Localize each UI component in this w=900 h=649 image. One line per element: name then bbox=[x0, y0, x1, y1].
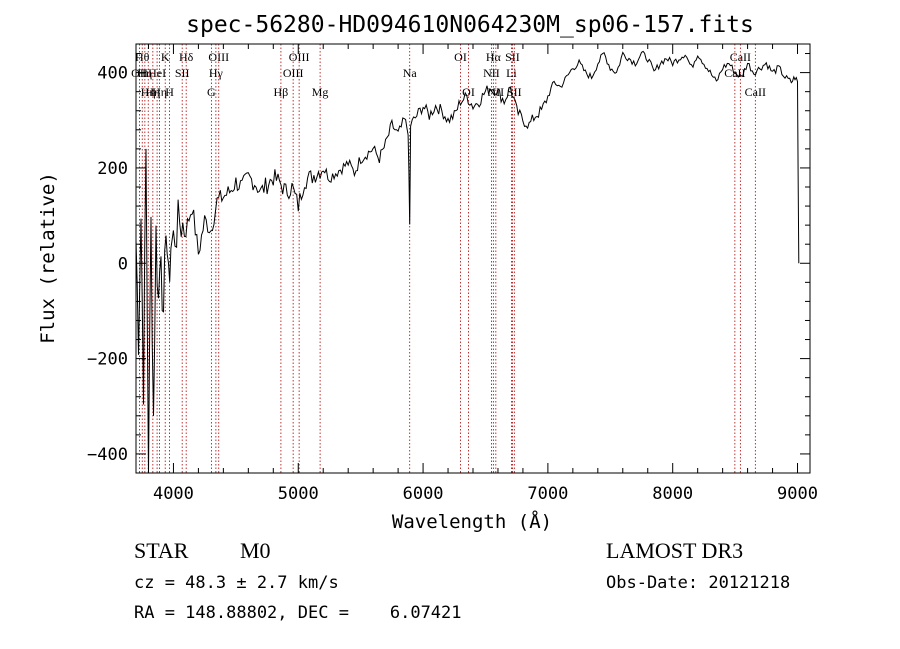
line-label-23: NII bbox=[488, 85, 505, 99]
x-tick-label: 6000 bbox=[403, 484, 444, 504]
emission-line-markers bbox=[139, 44, 756, 473]
y-axis-ticks: −400 −200 0 200 400 bbox=[87, 53, 810, 465]
spectrum-line bbox=[135, 50, 800, 474]
line-label-5: HeI bbox=[148, 66, 166, 80]
line-label-10: Hδ bbox=[179, 50, 194, 64]
line-label-25: SII bbox=[505, 50, 520, 64]
y-tick-label: −200 bbox=[87, 350, 128, 370]
line-label-24: Li bbox=[506, 66, 517, 80]
line-label-19: OI bbox=[454, 50, 467, 64]
object-class: STAR bbox=[134, 538, 189, 563]
line-label-3: Hη bbox=[141, 85, 156, 99]
line-label-8: H bbox=[165, 85, 174, 99]
line-label-21: NII bbox=[483, 66, 500, 80]
line-label-14: Hβ bbox=[274, 85, 289, 99]
y-tick-label: 400 bbox=[97, 64, 128, 84]
line-label-6: Hη bbox=[152, 85, 167, 99]
x-axis-label: Wavelength (Å) bbox=[392, 510, 552, 533]
x-tick-label: 9000 bbox=[777, 484, 818, 504]
survey-name: LAMOST DR3 bbox=[606, 538, 744, 563]
line-label-22: Hα bbox=[486, 50, 502, 64]
line-label-4: Hη bbox=[145, 85, 160, 99]
x-tick-label: 7000 bbox=[527, 484, 568, 504]
object-subclass: M0 bbox=[240, 538, 271, 563]
line-label-13: OIII bbox=[208, 50, 229, 64]
y-axis-label: Flux (relative) bbox=[37, 172, 59, 344]
x-tick-label: 8000 bbox=[652, 484, 693, 504]
x-axis-ticks: 4000 5000 6000 7000 8000 9000 bbox=[147, 44, 818, 504]
line-label-16: OIII bbox=[289, 50, 310, 64]
line-label-28: CaII bbox=[730, 50, 751, 64]
line-label-1: Hθ bbox=[135, 50, 150, 64]
line-label-20: OI bbox=[462, 85, 475, 99]
x-tick-label: 4000 bbox=[153, 484, 194, 504]
x-tick-label: 5000 bbox=[278, 484, 319, 504]
line-label-15: OIII bbox=[283, 66, 304, 80]
line-label-18: Na bbox=[403, 66, 418, 80]
emission-line-labels: OIIHθHηHηHηHeIHηKHSIIHδGHγOIIIHβOIIIOIII… bbox=[131, 50, 766, 99]
line-label-17: Mg bbox=[312, 85, 329, 99]
line-label-9: SII bbox=[175, 66, 190, 80]
redshift-value: cz = 48.3 ± 2.7 km/s bbox=[134, 573, 339, 593]
y-tick-label: 200 bbox=[97, 159, 128, 179]
chart-title: spec-56280-HD094610N064230M_sp06-157.fit… bbox=[186, 12, 754, 38]
line-label-11: G bbox=[207, 85, 216, 99]
line-label-12: Hγ bbox=[209, 66, 224, 80]
y-tick-label: 0 bbox=[118, 254, 128, 274]
line-label-7: K bbox=[161, 50, 170, 64]
coordinates: RA = 148.88802, DEC = 6.07421 bbox=[134, 603, 462, 623]
observation-date: Obs-Date: 20121218 bbox=[606, 573, 791, 593]
y-tick-label: −400 bbox=[87, 445, 128, 465]
line-label-29: CaII bbox=[745, 85, 766, 99]
